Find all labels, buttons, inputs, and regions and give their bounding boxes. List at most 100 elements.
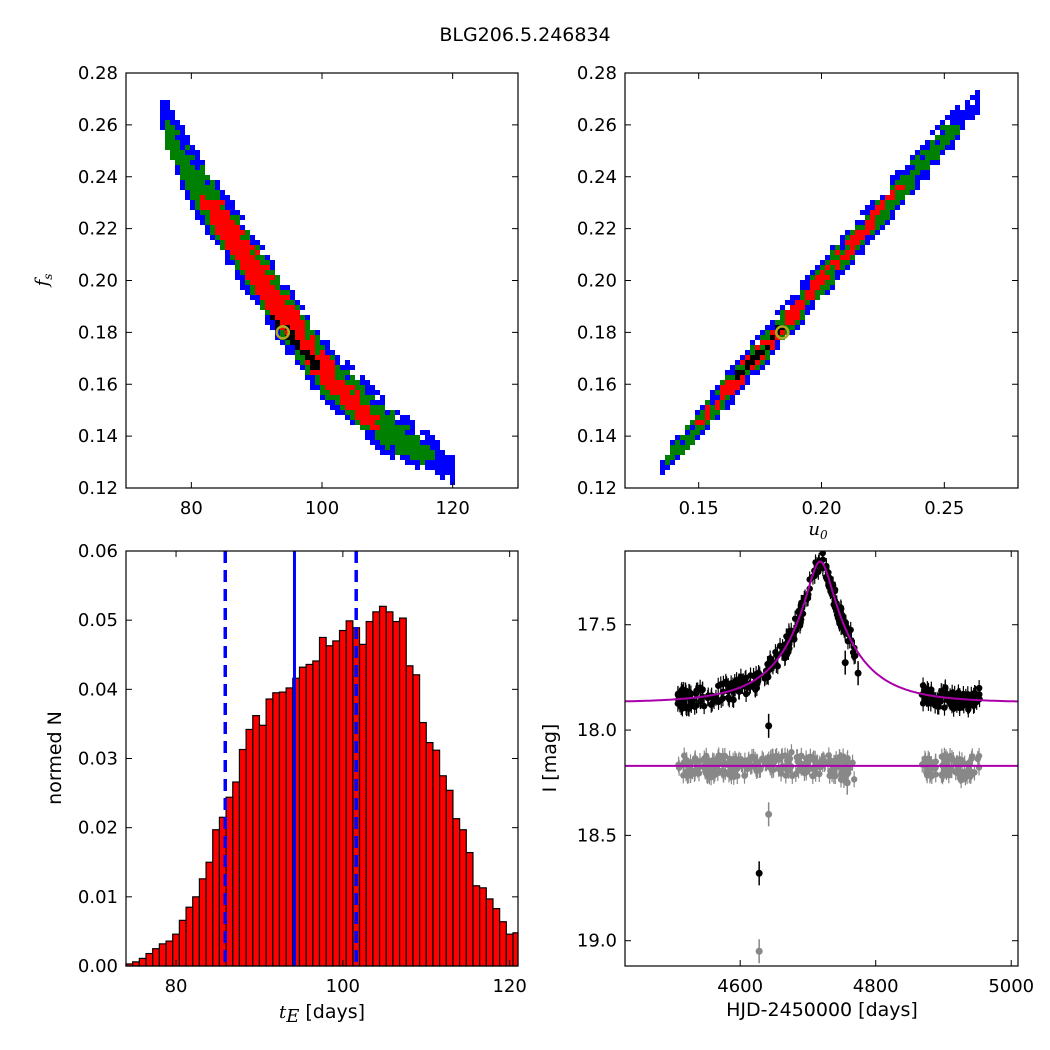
data-point	[826, 772, 833, 779]
histogram-bar	[432, 749, 441, 967]
density-cell	[740, 375, 745, 380]
density-cell	[265, 255, 270, 260]
density-cell	[170, 150, 175, 155]
density-cell	[930, 150, 935, 155]
density-cell	[375, 410, 380, 415]
density-cell	[895, 170, 900, 175]
density-cell	[695, 435, 700, 440]
density-cell	[825, 275, 830, 280]
density-cell	[765, 345, 770, 350]
light-curve-plot-area	[625, 551, 1018, 964]
density-cell	[430, 455, 435, 460]
data-point	[724, 682, 732, 690]
y-axis-label-normed-n: normed N	[44, 711, 66, 805]
density-cell	[245, 265, 250, 270]
density-cell	[890, 190, 895, 195]
density-cell	[195, 175, 200, 180]
density-cell	[305, 330, 310, 335]
density-cell	[685, 430, 690, 435]
density-cell	[800, 315, 805, 320]
density-cell	[215, 235, 220, 240]
density-cell	[350, 380, 355, 385]
density-cell	[690, 420, 695, 425]
density-cell	[775, 340, 780, 345]
density-cell	[935, 140, 940, 145]
density-cell	[305, 325, 310, 330]
density-cell	[975, 110, 980, 115]
density-cell	[375, 440, 380, 445]
density-cell	[375, 420, 380, 425]
density-cell	[190, 195, 195, 200]
data-point	[854, 669, 862, 677]
density-cell	[380, 415, 385, 420]
density-cell	[795, 295, 800, 300]
density-cell	[260, 300, 265, 305]
density-cell	[400, 455, 405, 460]
density-cell	[435, 445, 440, 450]
density-cell	[405, 440, 410, 445]
density-cell	[235, 230, 240, 235]
density-cell	[690, 435, 695, 440]
density-cell	[275, 295, 280, 300]
density-cell	[385, 430, 390, 435]
density-cell	[675, 435, 680, 440]
density-cell	[180, 170, 185, 175]
density-cell	[250, 240, 255, 245]
density-cell	[285, 315, 290, 320]
density-cell	[450, 460, 455, 465]
density-cell	[940, 150, 945, 155]
density-cell	[260, 275, 265, 280]
y-tick-label: 0.12	[78, 478, 118, 499]
density-cell	[720, 390, 725, 395]
density-cell	[410, 440, 415, 445]
density-cell	[260, 285, 265, 290]
density-cell	[895, 175, 900, 180]
density-cell	[835, 265, 840, 270]
density-cell	[800, 305, 805, 310]
density-cell	[825, 285, 830, 290]
density-cell	[370, 415, 375, 420]
density-cell	[810, 275, 815, 280]
density-cell	[450, 465, 455, 470]
density-cell	[305, 370, 310, 375]
density-cell	[945, 130, 950, 135]
data-point	[844, 754, 851, 762]
density-cell	[375, 435, 380, 440]
density-cell	[335, 355, 340, 360]
density-cell	[380, 395, 385, 400]
density-cell	[260, 265, 265, 270]
density-cell	[285, 300, 290, 305]
density-cell	[400, 445, 405, 450]
density-cell	[415, 450, 420, 455]
density-cell	[780, 305, 785, 310]
data-point	[768, 766, 775, 774]
data-point	[957, 777, 965, 784]
density-cell	[220, 235, 225, 240]
density-cell	[360, 380, 365, 385]
density-cell	[245, 230, 250, 235]
data-point	[958, 757, 966, 764]
density-cell	[225, 250, 230, 255]
density-cell	[290, 295, 295, 300]
density-cell	[450, 475, 455, 480]
density-cell	[365, 390, 370, 395]
density-cell	[360, 410, 365, 415]
density-cell	[430, 440, 435, 445]
density-cell	[165, 140, 170, 145]
density-cell	[370, 435, 375, 440]
density-cell	[870, 210, 875, 215]
density-cell	[815, 275, 820, 280]
data-point	[919, 700, 927, 707]
density-cell	[945, 140, 950, 145]
histogram-bar	[132, 961, 140, 967]
density-cell	[935, 155, 940, 160]
y-tick-label: 0.14	[78, 426, 118, 447]
density-cell	[245, 285, 250, 290]
histogram-bar	[412, 674, 421, 967]
density-cell	[265, 285, 270, 290]
density-cell	[940, 140, 945, 145]
density-cell	[840, 250, 845, 255]
data-point	[709, 759, 716, 766]
density-cell	[390, 440, 395, 445]
density-cell	[160, 115, 165, 120]
